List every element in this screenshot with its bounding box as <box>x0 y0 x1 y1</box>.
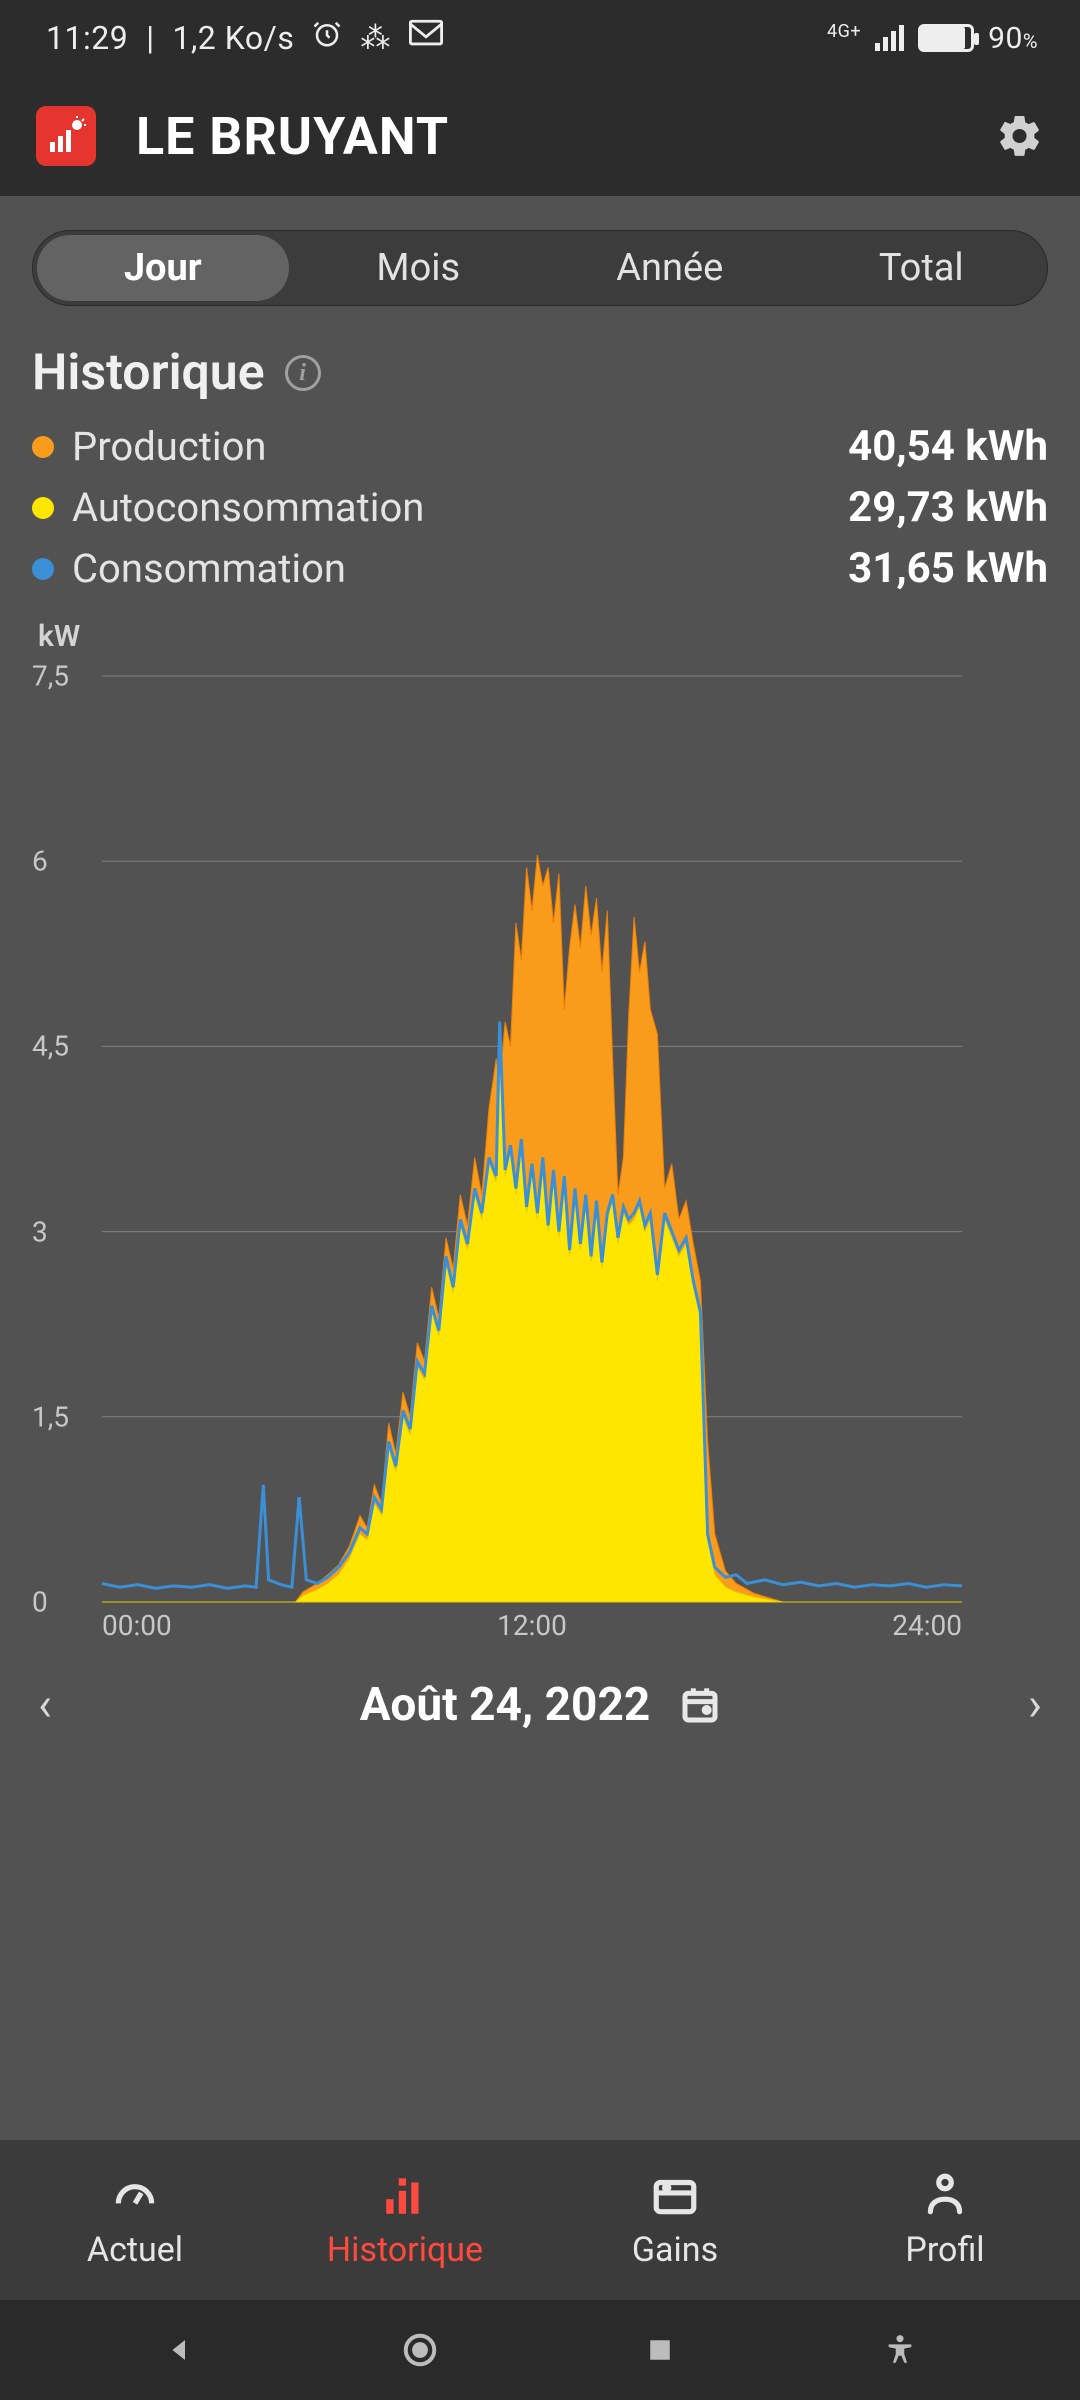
tab-historique[interactable]: Historique <box>270 2140 540 2300</box>
legend-dot <box>32 436 54 458</box>
main-content: JourMoisAnnéeTotal Historique i Producti… <box>0 196 1080 2140</box>
chart-ylabel: 0 <box>32 1586 48 1619</box>
info-icon[interactable]: i <box>285 355 321 391</box>
tab-profil[interactable]: Profil <box>810 2140 1080 2300</box>
tab-label: Historique <box>327 2230 483 2270</box>
battery-percent: 90% <box>988 21 1038 56</box>
tab-label: Profil <box>905 2230 984 2270</box>
tab-icon <box>110 2170 160 2220</box>
chart-ylabel: 7,5 <box>32 660 69 693</box>
chart: kW 0 1,5 3 4,5 6 7,5 00:00 12:00 24:00 <box>32 619 1048 1642</box>
chart-xlabel: 12:00 <box>497 1609 567 1642</box>
legend-dot <box>32 558 54 580</box>
chart-unit: kW <box>38 619 1048 654</box>
tab-icon <box>380 2170 430 2220</box>
tab-actuel[interactable]: Actuel <box>0 2140 270 2300</box>
section-title: Historique <box>32 344 265 402</box>
bottom-tabbar: Actuel Historique Gains Profil <box>0 2140 1080 2300</box>
legend-row: Consommation 31,65 kWh <box>32 544 1048 593</box>
tab-label: Gains <box>632 2230 718 2270</box>
nav-home-button[interactable] <box>397 2327 443 2373</box>
app-title: LE BRUYANT <box>136 106 449 167</box>
date-prev-button[interactable]: ‹ <box>38 1678 52 1732</box>
date-navigator: ‹ Août 24, 2022 › <box>32 1670 1048 1740</box>
tab-label: Actuel <box>87 2230 183 2270</box>
period-tabs: JourMoisAnnéeTotal <box>32 230 1048 306</box>
chart-xlabel: 00:00 <box>102 1609 172 1642</box>
legend-row: Production 40,54 kWh <box>32 422 1048 471</box>
status-netspeed: 1,2 Ko/s <box>173 19 295 57</box>
legend-value: 31,65 kWh <box>848 544 1048 593</box>
legend-row: Autoconsommation 29,73 kWh <box>32 483 1048 532</box>
legend-value: 40,54 kWh <box>848 422 1048 471</box>
tab-icon <box>650 2170 700 2220</box>
chart-ylabel: 6 <box>32 845 48 878</box>
app-logo <box>36 106 96 166</box>
legend-label: Consommation <box>72 545 346 592</box>
mail-icon <box>409 19 443 57</box>
alarm-icon <box>312 19 342 57</box>
battery-icon <box>918 24 974 52</box>
nav-recent-button[interactable] <box>637 2327 683 2373</box>
legend-label: Production <box>72 423 266 470</box>
chart-ylabel: 3 <box>32 1215 48 1248</box>
date-next-button[interactable]: › <box>1028 1678 1042 1732</box>
legend-value: 29,73 kWh <box>848 483 1048 532</box>
legend: Production 40,54 kWh Autoconsommation 29… <box>32 422 1048 593</box>
nav-back-button[interactable] <box>157 2327 203 2373</box>
legend-label: Autoconsommation <box>72 484 424 531</box>
android-navbar <box>0 2300 1080 2400</box>
period-tab-total[interactable]: Total <box>796 231 1048 305</box>
app-icon: ⁂ <box>360 21 391 56</box>
settings-button[interactable] <box>996 112 1044 160</box>
tab-gains[interactable]: Gains <box>540 2140 810 2300</box>
chart-ylabel: 1,5 <box>32 1400 69 1433</box>
status-bar: 11:29 | 1,2 Ko/s ⁂ 4G+ 90% <box>0 0 1080 76</box>
tab-icon <box>920 2170 970 2220</box>
period-tab-jour[interactable]: Jour <box>37 235 289 301</box>
calendar-button[interactable] <box>680 1685 720 1725</box>
nav-accessibility-button[interactable] <box>877 2327 923 2373</box>
chart-ylabel: 4,5 <box>32 1030 69 1063</box>
legend-dot <box>32 497 54 519</box>
date-label: Août 24, 2022 <box>360 1678 650 1732</box>
signal-icon <box>875 25 904 51</box>
status-time: 11:29 <box>46 19 128 57</box>
app-header: LE BRUYANT <box>0 76 1080 196</box>
period-tab-année[interactable]: Année <box>544 231 796 305</box>
chart-xlabel: 24:00 <box>892 1609 962 1642</box>
period-tab-mois[interactable]: Mois <box>293 231 545 305</box>
status-network-label: 4G+ <box>827 24 861 40</box>
